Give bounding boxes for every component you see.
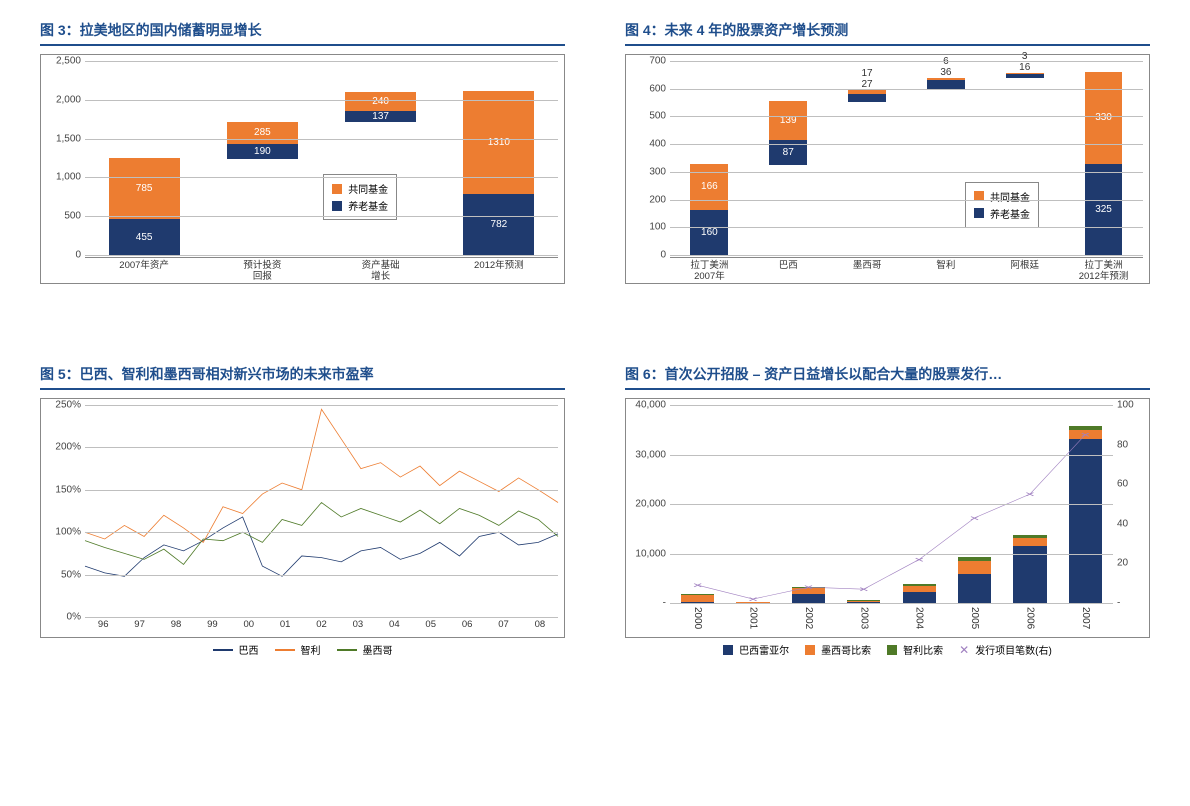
chart5-legend: 巴西 智利 墨西哥	[40, 642, 565, 657]
svg-text:×: ×	[914, 555, 924, 564]
panel-chart3: 图 3：拉美地区的国内储蓄明显增长 7854552851902401371310…	[40, 20, 565, 284]
svg-text:×: ×	[859, 585, 869, 594]
legend-pension: 养老基金	[348, 198, 388, 213]
legend-pension4: 养老基金	[990, 206, 1030, 221]
chart5-plot: 0%50%100%150%200%250%	[85, 405, 558, 617]
title-chart4: 图 4：未来 4 年的股票资产增长预测	[625, 20, 1150, 46]
chart4-plot: 166160139871727636316330325 共同基金 养老基金 01…	[670, 61, 1143, 255]
legend-mxn: 墨西哥比索	[821, 642, 871, 657]
legend-brazil: 巴西	[239, 642, 259, 657]
chart3-legend: 共同基金 养老基金	[323, 174, 397, 220]
legend-mutual: 共同基金	[348, 181, 388, 196]
panel-chart6: 图 6：首次公开招股 – 资产日益增长以配合大量的股票发行… ×××××××× …	[625, 364, 1150, 657]
chart-grid: 图 3：拉美地区的国内储蓄明显增长 7854552851902401371310…	[40, 20, 1150, 657]
panel-chart5: 图 5：巴西、智利和墨西哥相对新兴市场的未来市盈率 0%50%100%150%2…	[40, 364, 565, 657]
title-chart3: 图 3：拉美地区的国内储蓄明显增长	[40, 20, 565, 46]
svg-text:×: ×	[693, 581, 703, 590]
legend-deals: 发行项目笔数(右)	[975, 642, 1052, 657]
chart6-plot: ×××××××× -10,00020,00030,00040,000-20406…	[670, 405, 1113, 603]
chart3-box: 7854552851902401371310782 共同基金 养老基金 0500…	[40, 54, 565, 284]
legend-mutual4: 共同基金	[990, 189, 1030, 204]
chart6-box: ×××××××× -10,00020,00030,00040,000-20406…	[625, 398, 1150, 638]
legend-mexico: 墨西哥	[363, 642, 393, 657]
chart3-plot: 7854552851902401371310782 共同基金 养老基金 0500…	[85, 61, 558, 255]
svg-text:×: ×	[803, 583, 813, 592]
chart6-legend: 巴西雷亚尔 墨西哥比索 智利比索 ✕发行项目笔数(右)	[625, 642, 1150, 657]
svg-text:×: ×	[1025, 490, 1035, 499]
chart5-box: 0%50%100%150%200%250% 969798990001020304…	[40, 398, 565, 638]
title-chart6: 图 6：首次公开招股 – 资产日益增长以配合大量的股票发行…	[625, 364, 1150, 390]
svg-text:×: ×	[969, 514, 979, 523]
chart4-legend: 共同基金 养老基金	[965, 182, 1039, 228]
chart4-box: 166160139871727636316330325 共同基金 养老基金 01…	[625, 54, 1150, 284]
panel-chart4: 图 4：未来 4 年的股票资产增长预测 16616013987172763631…	[625, 20, 1150, 284]
svg-text:×: ×	[1080, 431, 1090, 440]
title-chart5: 图 5：巴西、智利和墨西哥相对新兴市场的未来市盈率	[40, 364, 565, 390]
legend-chile: 智利	[301, 642, 321, 657]
legend-clp: 智利比索	[903, 642, 943, 657]
legend-brl: 巴西雷亚尔	[739, 642, 789, 657]
